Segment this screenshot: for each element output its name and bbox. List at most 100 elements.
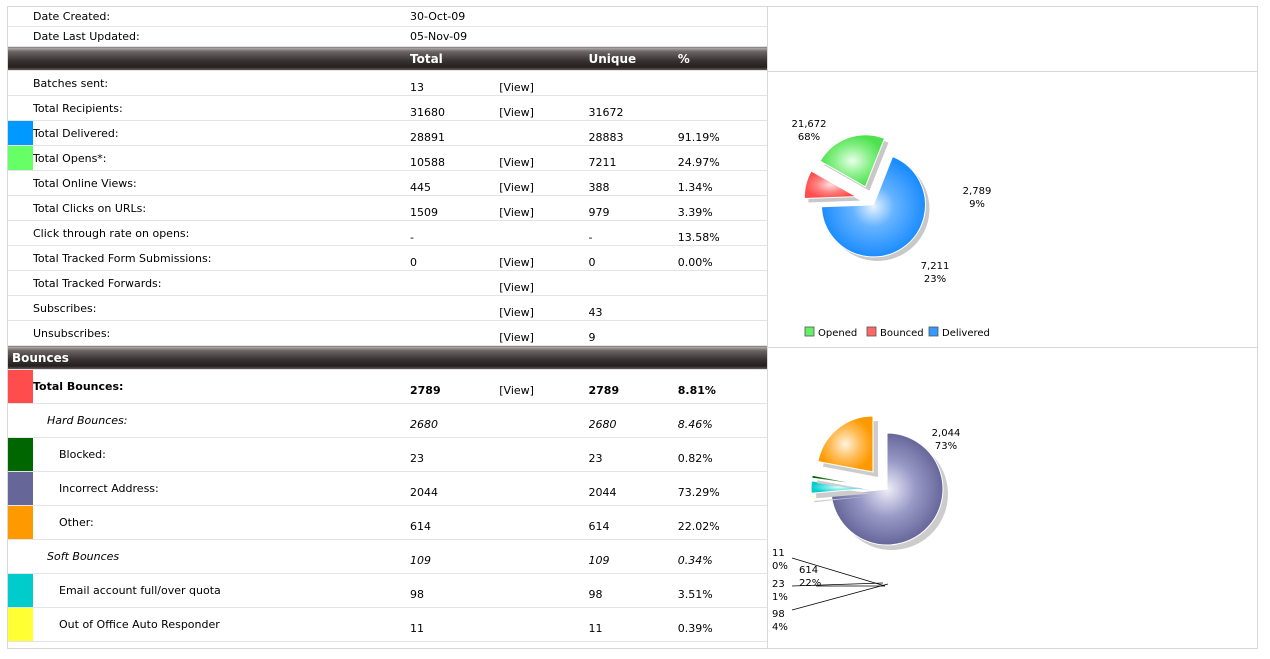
color-swatch [8,573,33,608]
swatch-cell [8,295,33,321]
report-panel: Date Created: 30-Oct-09 Date Last Update… [7,6,1258,649]
date-updated-row: Date Last Updated: 05-Nov-09 [8,26,767,47]
view-link[interactable]: [View] [499,205,534,219]
row-total: 10588 [410,155,445,169]
bounces-header: Bounces [8,345,767,370]
table-row: Subscribes: [View] 43 [8,295,767,321]
slice-shadow [814,496,871,503]
slice-bounced [803,170,859,200]
table-row: Unsubscribes: [View] 9 [8,320,767,346]
leader-line [791,583,889,611]
view-link[interactable]: [View] [499,80,534,94]
row-total: 614 [410,520,431,533]
row-label: Subscribes: [33,301,97,315]
row-unique: - [588,230,593,244]
slice-percent-label: 9% [969,199,985,210]
date-created-row: Date Created: 30-Oct-09 [8,7,767,27]
table-row: Soft Bounces 109 109 0.34% [8,539,767,574]
row-total: 28891 [410,130,445,144]
delivery-pie-chart: 21,672 68% 2,789 9% 7,211 23% Opened Bounced De… [792,119,992,339]
view-link[interactable]: [View] [499,330,534,344]
row-percent: 8.46% [677,418,713,431]
chart-top-divider [768,71,1258,72]
header-unique: Unique [588,46,678,71]
slice-percent-label: 73% [935,441,957,452]
table-row: Total Clicks on URLs: 1509 [View] 979 3.39% [8,195,767,221]
slice-value-label: 21,672 [792,119,827,130]
table-row: Total Online Views: 445 [View] 388 1.34% [8,170,767,196]
stats-header: Total Unique % [8,46,767,71]
slice-blocked [811,474,868,487]
legend-swatch-delivered [928,326,939,337]
pie2-slices [808,415,948,550]
header-percent: % [677,46,767,71]
bounce-pie-chart: 2,044 73% 11 0% 614 22% 23 1% 98 4% [772,415,960,633]
view-link[interactable]: [View] [499,105,534,119]
row-total: 13 [410,80,424,94]
legend-label-bounced: Bounced [880,328,924,339]
slice-percent-label: 0% [772,561,788,572]
row-label: Other: [59,516,94,529]
row-label: Unsubscribes: [33,326,111,340]
date-created-value: 30-Oct-09 [410,10,466,23]
row-total: 2044 [410,486,438,499]
swatch-cell [8,539,33,574]
row-label: Out of Office Auto Responder [59,618,220,631]
row-percent: 3.51% [677,588,713,601]
table-row: Blocked: 23 23 0.82% [8,437,767,472]
swatch-cell [8,270,33,296]
legend-swatch-bounced [866,326,877,337]
slice-incorrect-address [830,432,944,546]
slice-percent-label: 22% [799,578,821,589]
header-total: Total [410,46,500,71]
row-unique: 7211 [588,155,617,169]
row-label: Total Recipients: [33,101,123,115]
row-label: Incorrect Address: [59,482,159,495]
row-percent: 3.39% [677,205,713,219]
row-total: 2789 [410,384,441,397]
row-percent: 0.82% [677,452,713,465]
row-percent: 13.58% [677,230,720,244]
row-label: Click through rate on opens: [33,226,190,240]
row-total: - [410,230,414,244]
view-link[interactable]: [View] [499,384,534,397]
color-swatch [8,505,33,540]
view-link[interactable]: [View] [499,305,534,319]
row-unique: 31672 [588,105,624,119]
chart-middle-divider [768,347,1258,348]
view-link[interactable]: [View] [499,255,534,269]
swatch-cell [8,95,33,121]
date-updated-value: 05-Nov-09 [410,30,468,43]
stats-table: Date Created: 30-Oct-09 Date Last Update… [8,7,767,642]
slice-value-label: 11 [772,548,785,559]
row-total: 11 [410,622,424,635]
swatch-cell [8,245,33,271]
table-row: Incorrect Address: 2044 2044 73.29% [8,471,767,506]
row-percent: 8.81% [677,384,716,397]
swatch-cell [8,320,33,346]
row-percent: 1.34% [677,180,713,194]
row-total: 0 [410,255,417,269]
view-link[interactable]: [View] [499,280,534,294]
leader-line [791,582,884,587]
view-link[interactable]: [View] [499,180,534,194]
row-percent: 0.39% [677,622,713,635]
slice-value-label: 2,789 [963,186,992,197]
swatch-cell [8,170,33,196]
swatch-cell [8,403,33,438]
table-row: Batches sent: 13 [View] [8,70,767,96]
slice-value-label: 23 [772,579,785,590]
color-swatch [8,471,33,506]
row-label: Total Online Views: [33,176,137,190]
color-swatch [8,437,33,472]
view-link[interactable]: [View] [499,155,534,169]
leader-line [791,557,886,587]
row-unique: 614 [588,520,610,533]
row-label: Total Clicks on URLs: [33,201,147,215]
row-label: Email account full/over quota [59,584,221,597]
row-unique: 2789 [588,384,620,397]
row-unique: 2680 [588,418,617,431]
row-unique: 979 [588,205,610,219]
row-total: 109 [410,554,431,567]
row-total: 1509 [410,205,438,219]
